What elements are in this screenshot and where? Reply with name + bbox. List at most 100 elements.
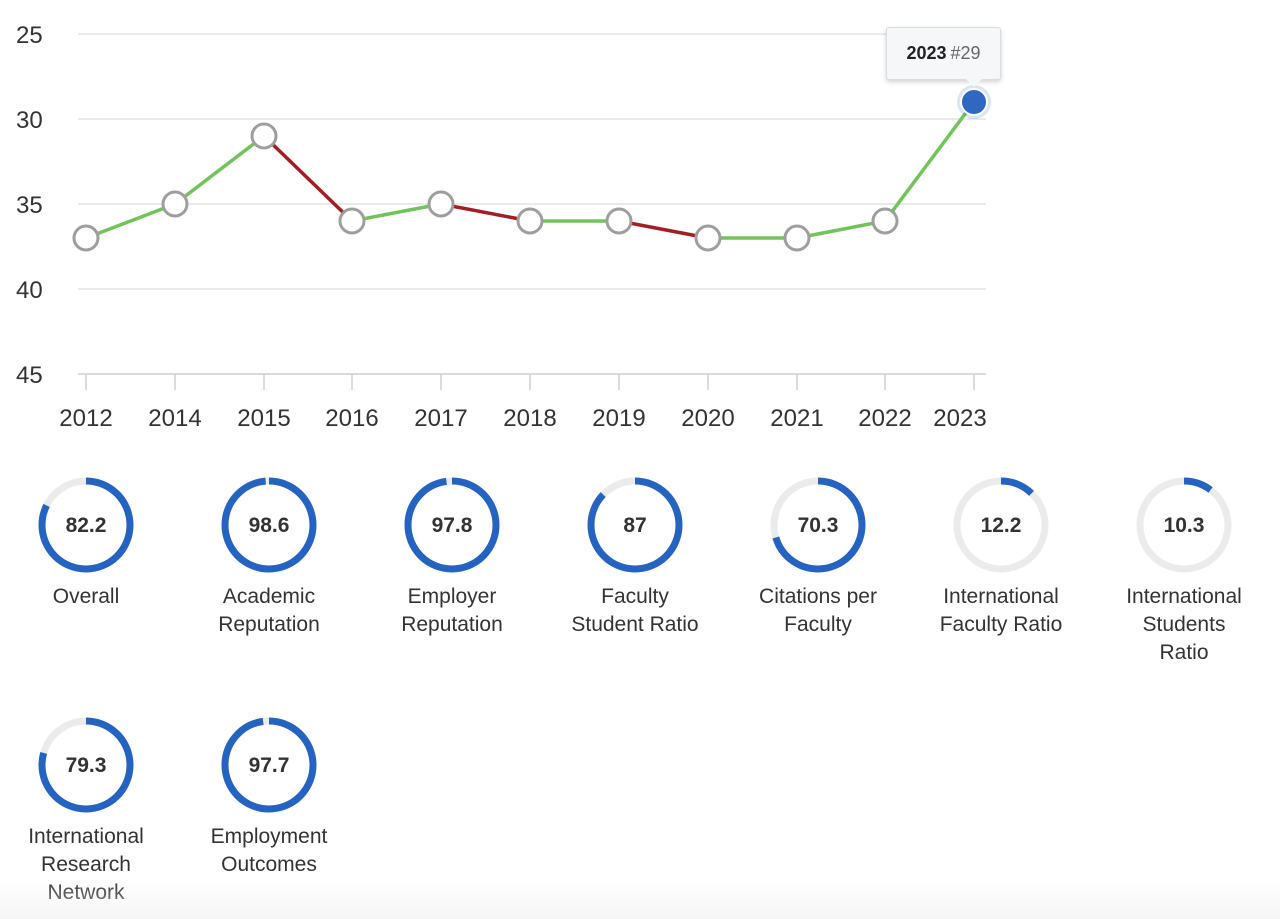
gauge-fill	[953, 477, 1049, 573]
gauge-label-line: Faculty	[784, 613, 852, 636]
series-segment	[262, 134, 354, 223]
gauge-label-line: Outcomes	[221, 853, 317, 876]
gauge-value: 97.8	[432, 514, 473, 537]
gauge-value: 97.7	[249, 754, 290, 777]
gauge-label-line: Faculty	[601, 585, 669, 608]
gauge-fill	[404, 477, 500, 573]
data-point[interactable]	[338, 207, 366, 235]
gauge-label: International Students Ratio	[1094, 583, 1274, 667]
y-tick-label: 30	[16, 107, 43, 134]
gauge-label-line: Faculty Ratio	[939, 613, 1063, 636]
x-tick-label: 2017	[414, 405, 467, 432]
gauge-ring: 12.2	[953, 477, 1049, 573]
x-tick-label: 2018	[503, 405, 556, 432]
gauge-fill	[38, 477, 134, 573]
gauge-value: 82.2	[66, 514, 107, 537]
data-point[interactable]	[694, 224, 722, 252]
gauge-label-line: Academic	[222, 585, 316, 608]
chart-tooltip: 2023 #29	[886, 27, 1001, 80]
x-tick-label: 2014	[148, 405, 201, 432]
y-tick-label: 35	[16, 192, 43, 219]
gauge-label-line: Overall	[52, 585, 120, 608]
x-tick-label: 2016	[325, 405, 378, 432]
gauge-value: 12.2	[981, 514, 1022, 537]
x-tick-label: 2015	[237, 405, 290, 432]
y-tick-label: 25	[16, 22, 43, 49]
data-point[interactable]	[72, 224, 100, 252]
data-point[interactable]	[161, 190, 189, 218]
gauge-label: Citations per Faculty	[728, 583, 908, 639]
gauge-label-line: Student Ratio	[571, 613, 699, 636]
gauge-value: 70.3	[798, 514, 839, 537]
x-tick-label: 2012	[59, 405, 112, 432]
gauge-label-line: Reputation	[401, 613, 503, 636]
score-gauge: 87 Faculty Student Ratio	[545, 475, 725, 639]
x-tick-label: 2021	[770, 405, 823, 432]
gauge-label-line: Research	[41, 853, 131, 876]
x-tick-label: 2023	[933, 405, 986, 432]
gauge-ring: 79.3	[38, 717, 134, 813]
gauge-label: Employment Outcomes	[179, 823, 359, 879]
gauge-value: 10.3	[1164, 514, 1205, 537]
gauge-fill	[1136, 477, 1232, 573]
gauge-label: Academic Reputation	[179, 583, 359, 639]
gauge-ring: 70.3	[770, 477, 866, 573]
gauge-ring: 87	[587, 477, 683, 573]
gauge-label-line: International	[1126, 585, 1242, 608]
gauge-label-line: Citations per	[759, 585, 877, 608]
tooltip-year: 2023	[906, 43, 947, 63]
gauge-label: Faculty Student Ratio	[545, 583, 725, 639]
gauge-ring: 97.8	[404, 477, 500, 573]
gauge-fill	[221, 717, 317, 813]
gauge-label-line: Employment	[210, 825, 328, 848]
gauge-fill	[221, 477, 317, 573]
gauge-label-line: Employer	[407, 585, 497, 608]
series-segment	[84, 202, 177, 240]
data-point[interactable]	[871, 207, 899, 235]
x-tick-label: 2019	[592, 405, 645, 432]
y-tick-label: 40	[16, 277, 43, 304]
gauge-label-line: Students	[1142, 613, 1226, 636]
gauge-fill	[587, 477, 683, 573]
score-gauge: 82.2 Overall	[0, 475, 176, 611]
gauge-value: 98.6	[249, 514, 290, 537]
gauge-fill	[38, 717, 134, 813]
series-segment	[883, 100, 976, 223]
gauge-value: 87	[623, 514, 646, 537]
gauge-ring: 82.2	[38, 477, 134, 573]
tooltip-rank: #29	[950, 43, 981, 63]
gauge-value: 79.3	[66, 754, 107, 777]
data-point[interactable]	[605, 207, 633, 235]
series-segment	[350, 202, 443, 223]
series-segment	[173, 134, 266, 206]
gauge-label-line: Ratio	[1159, 641, 1209, 664]
bottom-fade	[0, 879, 1280, 919]
gauge-ring: 10.3	[1136, 477, 1232, 573]
score-gauge: 70.3 Citations per Faculty	[728, 475, 908, 639]
gauge-ring: 97.7	[221, 717, 317, 813]
series-segment	[617, 219, 710, 240]
gauge-label-line: International	[28, 825, 144, 848]
score-gauge: 98.6 Academic Reputation	[179, 475, 359, 639]
gauge-label: International Faculty Ratio	[911, 583, 1091, 639]
gauge-label: Overall	[0, 583, 176, 611]
data-point[interactable]	[427, 190, 455, 218]
x-tick-label: 2022	[858, 405, 911, 432]
score-gauge: 10.3 International Students Ratio	[1094, 475, 1274, 667]
score-gauge: 97.7 Employment Outcomes	[179, 715, 359, 879]
x-tick-label: 2020	[681, 405, 734, 432]
gauge-label-line: International	[943, 585, 1059, 608]
data-point-highlight[interactable]	[960, 88, 988, 116]
score-gauge: 12.2 International Faculty Ratio	[911, 475, 1091, 639]
gauge-label-line: Reputation	[218, 613, 320, 636]
rank-line-chart: 25 30 35 40 45 2012 2014 2015 2016 2017 2018 2019 20…	[16, 22, 991, 432]
gauge-fill	[770, 477, 866, 573]
data-point[interactable]	[250, 122, 278, 150]
data-point[interactable]	[783, 224, 811, 252]
tooltip-arrow	[965, 78, 983, 87]
gauge-label: Employer Reputation	[362, 583, 542, 639]
score-gauge: 97.8 Employer Reputation	[362, 475, 542, 639]
series-segment	[795, 219, 887, 240]
data-point[interactable]	[516, 207, 544, 235]
series-segment	[439, 202, 532, 223]
